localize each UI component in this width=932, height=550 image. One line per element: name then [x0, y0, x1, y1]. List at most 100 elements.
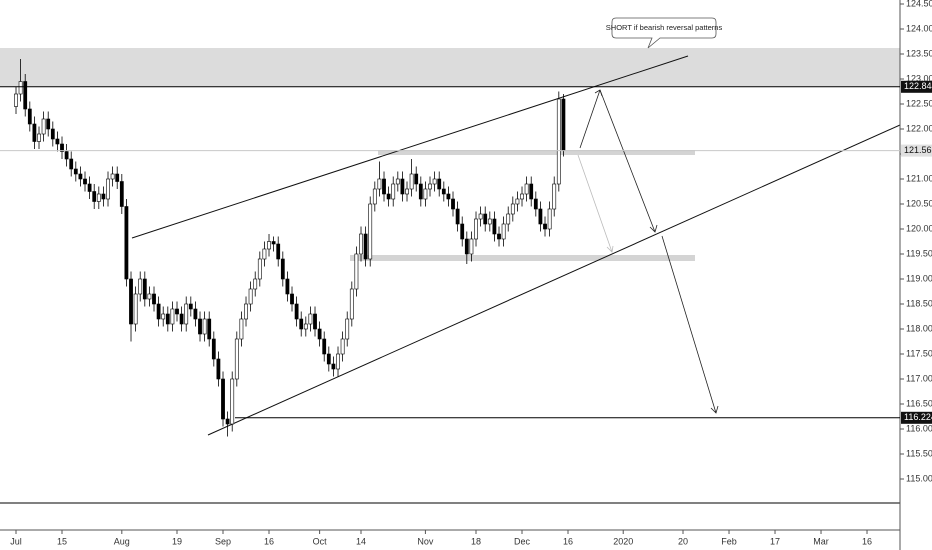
candle-body	[409, 173, 414, 190]
candle-body	[418, 183, 423, 200]
candle-body	[27, 108, 32, 125]
candle-body	[92, 191, 97, 202]
candle-body	[515, 198, 520, 205]
candle-body	[510, 203, 515, 215]
candle-body	[184, 303, 189, 325]
candle-body	[110, 173, 115, 180]
x-tick-label: Jul	[10, 536, 22, 546]
candle-body	[538, 208, 543, 225]
candle-body	[271, 241, 276, 245]
y-tick-label: 121.000	[906, 173, 932, 183]
candle-body	[115, 173, 120, 182]
arrow-down	[599, 89, 658, 233]
candle-body	[487, 218, 492, 225]
x-tick-label: 16	[264, 536, 274, 546]
candle-body	[336, 353, 340, 370]
y-tick-label: 123.000	[906, 73, 932, 83]
candle-body	[161, 313, 166, 320]
candle-body	[543, 223, 547, 230]
candle-body	[386, 193, 391, 200]
candle-body	[405, 188, 409, 195]
candle-body	[359, 233, 363, 255]
range-bottom-zone	[350, 255, 695, 261]
candle-body	[188, 303, 193, 310]
candle-body	[267, 241, 271, 250]
candle-body	[552, 183, 557, 210]
candle-body	[377, 178, 382, 190]
candle-body	[290, 293, 294, 305]
candle-body	[345, 318, 350, 340]
y-tick-label: 120.000	[906, 223, 932, 233]
range-top-zone	[378, 150, 695, 155]
candle-body	[202, 318, 207, 335]
x-tick-label: Aug	[114, 536, 130, 546]
candle-body	[211, 338, 216, 360]
candle-body	[276, 243, 281, 260]
candle-body	[73, 168, 78, 175]
candle-body	[124, 206, 129, 280]
y-tick-label: 116.000	[906, 423, 932, 433]
candle-body	[55, 138, 60, 145]
x-tick-label: Nov	[417, 536, 434, 546]
candle-body	[349, 288, 354, 320]
y-tick-label: 118.500	[906, 298, 932, 308]
candle-body	[501, 223, 506, 240]
candle-body	[280, 258, 285, 280]
candle-body	[308, 313, 313, 325]
candle-body	[520, 193, 524, 200]
lower-trend-line	[207, 124, 901, 436]
candle-body	[322, 338, 327, 355]
candle-body	[363, 233, 368, 260]
x-tick-label: 18	[471, 536, 481, 546]
candle-body	[78, 173, 83, 180]
x-tick-label: 16	[862, 536, 872, 546]
candle-body	[165, 313, 170, 325]
candle-body	[18, 81, 23, 95]
candle-body	[87, 183, 92, 192]
candle-body	[524, 183, 529, 195]
candle-body	[147, 293, 152, 300]
candle-body	[331, 363, 336, 370]
candle-body	[96, 193, 101, 202]
resistance-zone	[0, 48, 900, 87]
candle-body	[414, 173, 419, 185]
candle-body	[478, 213, 483, 220]
y-tick-label: 124.500	[906, 0, 932, 8]
forecast-arrows	[577, 89, 719, 414]
x-tick-label: 14	[356, 536, 366, 546]
candle-body	[533, 198, 538, 210]
candle-body	[299, 318, 304, 330]
candle-body	[340, 338, 345, 355]
candle-body	[133, 293, 138, 325]
candle-body	[497, 233, 501, 240]
candle-body	[142, 278, 147, 300]
candle-body	[32, 123, 37, 142]
x-tick-label: Feb	[721, 536, 737, 546]
candle-body	[170, 308, 175, 325]
candle-body	[257, 258, 262, 280]
candle-body	[313, 313, 317, 330]
candle-body	[464, 238, 469, 255]
candle-body	[474, 218, 478, 240]
candle-body	[395, 178, 400, 185]
candle-body	[432, 178, 437, 185]
candle-body	[234, 338, 239, 380]
level-label: 122.844	[904, 81, 932, 91]
arrow-up	[579, 89, 603, 149]
candle-body	[428, 183, 432, 190]
candle-body	[556, 98, 561, 185]
y-tick-label: 119.500	[906, 248, 932, 258]
candle-body	[492, 218, 497, 235]
level-label: 121.568	[904, 145, 932, 155]
candle-body	[221, 378, 225, 420]
candle-body	[248, 288, 253, 305]
candle-body	[382, 178, 386, 195]
candle-body	[101, 193, 106, 200]
y-tick-label: 124.000	[906, 23, 932, 33]
candle-body	[391, 183, 396, 200]
candle-body	[326, 353, 331, 365]
candle-body	[225, 418, 230, 425]
candle-body	[446, 193, 451, 200]
candle-body	[483, 213, 488, 225]
